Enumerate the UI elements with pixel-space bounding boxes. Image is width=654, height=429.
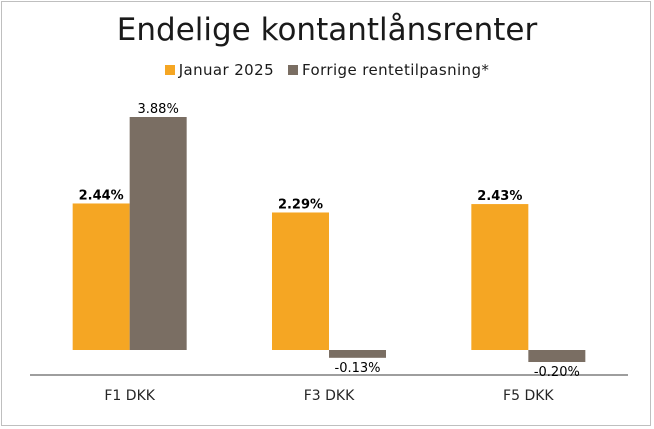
legend: Januar 2025 Forrige rentetilpasning* xyxy=(0,61,654,79)
chart-title: Endelige kontantlånsrenter xyxy=(116,12,538,48)
legend-label-januar: Januar 2025 xyxy=(178,61,275,79)
x-tick-f3-dkk: F3 DKK xyxy=(304,388,355,404)
data-label-f3-dkk-forrige: -0.13% xyxy=(335,361,381,376)
data-label-f1-dkk-forrige: 3.88% xyxy=(138,102,179,117)
legend-label-forrige: Forrige rentetilpasning* xyxy=(302,61,490,79)
bar-f3-dkk-januar xyxy=(272,212,329,350)
data-label-f5-dkk-januar: 2.43% xyxy=(477,189,522,204)
data-label-f1-dkk-januar: 2.44% xyxy=(79,188,124,203)
bar-f5-dkk-januar xyxy=(471,204,529,350)
legend-item-forrige: Forrige rentetilpasning* xyxy=(288,61,489,79)
bar-f3-dkk-forrige xyxy=(329,350,386,358)
bar-f5-dkk-forrige xyxy=(528,350,586,363)
bar-f1-dkk-januar xyxy=(72,203,130,350)
legend-swatch-forrige xyxy=(288,65,299,75)
data-label-f5-dkk-forrige: -0.20% xyxy=(534,365,580,380)
bar-f1-dkk-forrige xyxy=(129,117,187,350)
data-label-f3-dkk-januar: 2.29% xyxy=(278,197,323,212)
x-tick-f5-dkk: F5 DKK xyxy=(503,388,554,404)
legend-swatch-januar xyxy=(164,65,175,75)
x-tick-f1-dkk: F1 DKK xyxy=(104,388,155,404)
legend-item-januar: Januar 2025 xyxy=(164,61,275,79)
